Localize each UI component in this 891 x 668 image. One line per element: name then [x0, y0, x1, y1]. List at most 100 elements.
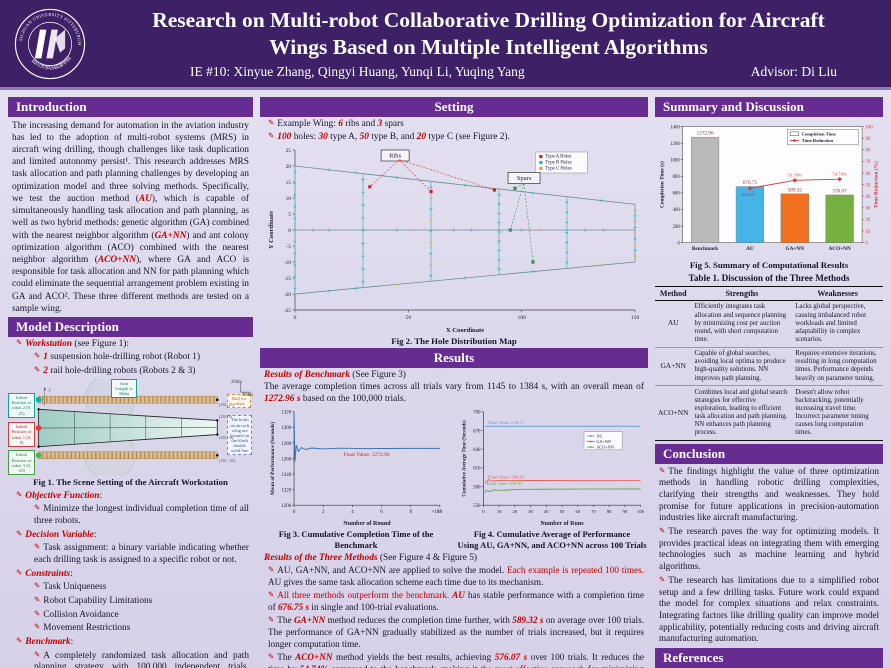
svg-text:40: 40: [865, 195, 870, 200]
figure-1-caption: Fig 1. The Scene Setting of the Aircraft…: [33, 476, 228, 487]
svg-text:1000: 1000: [670, 158, 680, 163]
wing-holes-note-label: The holes on aircraft wing are located o…: [227, 415, 253, 456]
pencil-bullet-icon: ✎: [268, 117, 275, 127]
pencil-bullet-icon: ✎: [16, 528, 23, 538]
poster-header: SICHUAN UNIVERSITY PITTSBURGH INSTITUTE …: [0, 0, 891, 90]
svg-text:80: 80: [865, 148, 870, 153]
coordinate-label: (150, -25): [218, 458, 236, 464]
conclusion-item: ✎ The research has limitations due to a s…: [659, 574, 879, 644]
introduction-paragraph: The increasing demand for automation in …: [12, 120, 249, 314]
svg-text:10: 10: [437, 510, 442, 515]
section-introduction-header: Introduction: [8, 97, 253, 117]
figure-3-benchmark-chart: 1200 1220 1240 1260 1280 1300 1320 0 2 4 6 8 10×10⁴ N…: [269, 411, 443, 528]
svg-text:1272.96: 1272.96: [697, 130, 714, 136]
svg-text:1260: 1260: [281, 458, 291, 463]
svg-text:670: 670: [473, 430, 481, 435]
svg-text:8: 8: [409, 510, 412, 515]
svg-text:700: 700: [473, 411, 481, 416]
svg-text:10: 10: [497, 509, 502, 514]
svg-text:ACO+NN: ACO+NN: [828, 245, 851, 251]
figure-2-caption: Fig 2. The Hole Distribution Map: [391, 335, 517, 346]
results-benchmark-heading: Results of Benchmark (See Figure 3): [264, 369, 406, 380]
svg-text:54.74%: 54.74%: [833, 171, 847, 176]
svg-text:GA+NN: GA+NN: [786, 245, 805, 251]
svg-text:600: 600: [673, 191, 681, 196]
authors-row: IE #10: Xinyue Zhang, Qingyi Huang, Yunq…: [100, 60, 877, 80]
svg-text:1200: 1200: [281, 504, 291, 509]
pencil-bullet-icon: ✎: [34, 594, 41, 604]
svg-text:50: 50: [865, 183, 870, 188]
svg-text:100: 100: [637, 509, 645, 514]
svg-text:550: 550: [473, 504, 481, 509]
section-conclusion-header: Conclusion: [655, 444, 883, 464]
svg-text:4: 4: [351, 510, 354, 515]
pencil-bullet-icon: ✎: [659, 526, 666, 536]
svg-text:0: 0: [865, 241, 868, 246]
svg-text:46.84%: 46.84%: [741, 192, 755, 197]
svg-text:676.75: 676.75: [743, 180, 758, 186]
svg-text:640: 640: [473, 448, 481, 453]
section-summary-header: Summary and Discussion: [655, 97, 883, 117]
poster-body: Introduction The increasing demand for a…: [0, 90, 891, 668]
svg-text:0: 0: [482, 509, 485, 514]
svg-text:Type C Holes: Type C Holes: [545, 166, 571, 171]
svg-text:30: 30: [528, 509, 533, 514]
svg-text:×10⁴: ×10⁴: [432, 509, 441, 515]
decision-variable-label: Decision Variable:: [25, 529, 97, 540]
pencil-bullet-icon: ✎: [16, 636, 23, 646]
svg-text:1220: 1220: [281, 489, 291, 494]
pencil-bullet-icon: ✎: [268, 130, 275, 140]
table-row: AU Efficiently integrates task allocatio…: [655, 300, 883, 348]
robot-3-initial-position-label: Initial Position of robot 3 (0, -25): [8, 450, 35, 475]
svg-text:Completion Time: Completion Time: [802, 131, 836, 136]
svg-text:150: 150: [631, 315, 640, 321]
pencil-bullet-icon: ✎: [34, 649, 41, 659]
svg-text:30: 30: [865, 206, 870, 211]
list-item: ✎ 1 suspension hole-drilling robot (Robot…: [8, 350, 253, 364]
svg-text:10: 10: [865, 229, 870, 234]
svg-text:25: 25: [286, 148, 292, 154]
svg-text:Benchmark: Benchmark: [692, 245, 718, 251]
svg-text:SICHUAN UNIVERSITY PITTSBURGH: SICHUAN UNIVERSITY PITTSBURGH INSTITUTE: [14, 8, 82, 46]
list-item: ✎ Task Uniqueness: [34, 580, 107, 592]
svg-text:Final Value: 589.32: Final Value: 589.32: [488, 474, 524, 479]
pencil-bullet-icon: ✎: [16, 489, 23, 499]
workstation-label: Workstation (see Figure 1):: [25, 338, 130, 349]
coordinate-label: (150, 25): [218, 402, 235, 408]
svg-text:200: 200: [673, 224, 681, 229]
list-item: ✎ Example Wing: 6 ribs and 3 spars: [268, 117, 404, 129]
list-item: ✎ 100 holes: 30 type A, 50 type B, and 20…: [268, 130, 510, 142]
coordinate-label: (150, 8): [218, 413, 232, 419]
svg-text:Mean of Performance (Seconds): Mean of Performance (Seconds): [269, 422, 276, 495]
svg-text:610: 610: [473, 467, 481, 472]
middle-column: Setting ✎ Example Wing: 6 ribs and 3 spar…: [260, 97, 648, 668]
title-line-2: Wings Based on Multiple Intelligent Algo…: [269, 34, 708, 59]
arm-length-note-label: Arm Length is 30dm: [110, 378, 137, 399]
section-results-header: Results: [260, 347, 648, 368]
figure-4-caption-line-1: Fig 4. Cumulative Average of Performance: [473, 529, 631, 540]
svg-text:X Coordinate: X Coordinate: [446, 327, 484, 334]
svg-text:Final Value: 576.07: Final Value: 576.07: [487, 481, 523, 486]
svg-text:Type B Holes: Type B Holes: [545, 160, 571, 165]
list-item: ✎ Objective Function:: [8, 489, 253, 502]
scale-label-vertical: 20dm: [230, 379, 242, 385]
svg-text:-5: -5: [287, 244, 292, 250]
section-setting-header: Setting: [260, 97, 648, 117]
list-item: ✎ Decision Variable:: [8, 528, 253, 541]
robot-2-marker: [35, 396, 42, 403]
svg-text:70: 70: [591, 509, 596, 514]
svg-text:-25: -25: [284, 308, 291, 314]
svg-text:50: 50: [560, 509, 565, 514]
svg-text:53.70%: 53.70%: [788, 172, 802, 177]
right-column: Summary and Discussion 0 200 400 600 800 1000…: [655, 97, 883, 668]
svg-text:589.32: 589.32: [788, 187, 803, 193]
results-figures-row: 1200 1220 1240 1260 1280 1300 1320 0 2 4 6 8 10 ×10⁴ N…: [260, 407, 648, 550]
university-logo: SICHUAN UNIVERSITY PITTSBURGH INSTITUTE …: [12, 4, 86, 80]
header-text: Research on Multi-robot Collaborative Dr…: [100, 7, 877, 79]
svg-text:800: 800: [673, 175, 681, 180]
svg-text:-10: -10: [284, 260, 291, 266]
svg-text:Spars: Spars: [517, 175, 532, 182]
conclusion-item: ✎ The research paves the way for optimizi…: [659, 526, 879, 572]
svg-text:40: 40: [544, 509, 549, 514]
list-item: ✎ Movement Restrictions: [34, 622, 131, 634]
